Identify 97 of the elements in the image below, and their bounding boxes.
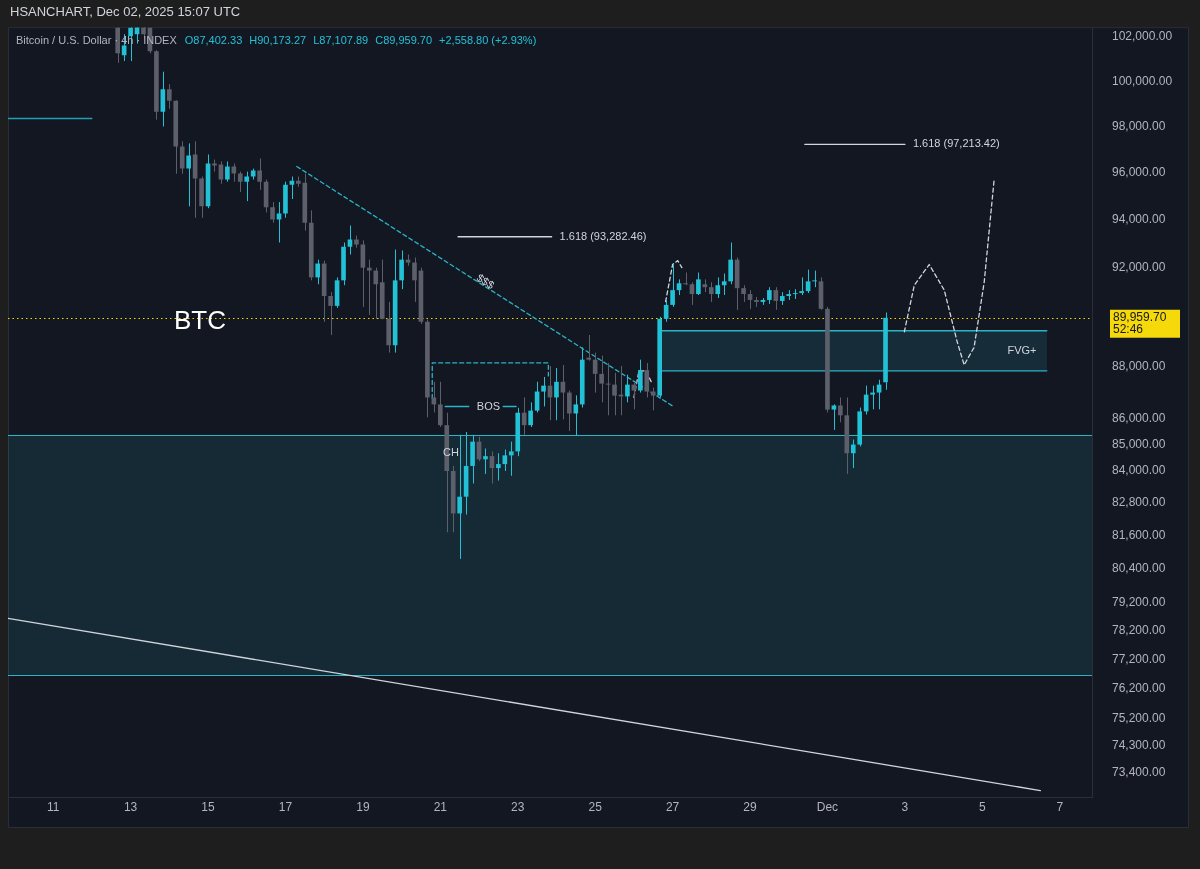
x-tick-label: 13 bbox=[123, 799, 138, 814]
annotation: +2,558.80 (+2.93%) bbox=[439, 34, 537, 47]
candlestick bbox=[838, 396, 843, 423]
candlestick bbox=[218, 160, 224, 185]
y-tick-label: 86,000.00 bbox=[1112, 410, 1166, 425]
x-tick-label: 17 bbox=[278, 799, 293, 814]
y-tick-label: 100,000.00 bbox=[1112, 73, 1173, 88]
annotation: H90,173.27 bbox=[249, 34, 307, 47]
candlestick bbox=[521, 396, 527, 436]
candlestick bbox=[554, 367, 559, 421]
annotation: 1.618 (97,213.42) bbox=[912, 137, 1000, 150]
y-tick-label: 96,000.00 bbox=[1112, 164, 1166, 179]
candlestick bbox=[257, 157, 262, 191]
candlestick bbox=[715, 276, 721, 299]
candlestick bbox=[638, 359, 643, 394]
x-tick-label: 15 bbox=[201, 799, 216, 814]
candlestick bbox=[708, 281, 714, 303]
y-tick-label: 84,000.00 bbox=[1112, 463, 1166, 478]
y-tick-label: 98,000.00 bbox=[1112, 118, 1166, 133]
candlestick bbox=[508, 441, 514, 477]
candlestick bbox=[179, 140, 185, 175]
candlestick bbox=[367, 259, 372, 316]
candlestick bbox=[166, 83, 172, 110]
x-tick-label: 11 bbox=[46, 799, 60, 814]
candlestick bbox=[244, 171, 250, 202]
candlestick bbox=[728, 242, 733, 285]
annotation: BTC bbox=[174, 305, 226, 336]
y-tick-label: 77,200.00 bbox=[1112, 652, 1166, 666]
candlestick bbox=[315, 259, 321, 285]
y-tick-label: 80,400.00 bbox=[1112, 561, 1166, 576]
candlestick bbox=[483, 448, 488, 475]
annotation: BOS bbox=[476, 399, 501, 412]
y-tick-label: 78,200.00 bbox=[1112, 623, 1166, 638]
candlestick bbox=[599, 355, 604, 403]
candlestick bbox=[670, 263, 675, 308]
y-tick-label: 92,000.00 bbox=[1112, 259, 1166, 274]
candlestick bbox=[567, 390, 572, 432]
candlestick bbox=[412, 256, 417, 303]
y-tick-label: 74,300.00 bbox=[1112, 737, 1166, 752]
candlestick bbox=[870, 385, 875, 410]
annotation: $$$ bbox=[474, 271, 497, 292]
y-tick-label: 76,200.00 bbox=[1112, 681, 1166, 696]
candlestick bbox=[650, 387, 656, 411]
candlestick bbox=[721, 273, 727, 296]
annotation: C89,959.70 bbox=[375, 34, 433, 47]
candlestick bbox=[186, 142, 191, 207]
candlestick bbox=[399, 249, 404, 290]
annotation: O87,402.33 bbox=[184, 34, 243, 47]
x-tick-label: 23 bbox=[511, 799, 525, 814]
y-tick-label: 79,200.00 bbox=[1112, 594, 1166, 609]
candlestick bbox=[496, 452, 501, 482]
candlestick bbox=[237, 171, 243, 193]
candlestick bbox=[612, 372, 617, 416]
y-tick-label: 73,400.00 bbox=[1112, 764, 1166, 779]
x-tick-label: Dec bbox=[816, 799, 839, 814]
line-series bbox=[664, 259, 683, 303]
candlestick bbox=[276, 201, 282, 244]
candlestick bbox=[625, 374, 630, 403]
candlestick bbox=[573, 394, 579, 437]
candlestick bbox=[270, 201, 275, 224]
y-tick-label: 81,600.00 bbox=[1112, 528, 1166, 543]
x-tick-label: 29 bbox=[743, 799, 758, 814]
chart-subtitle: HSANCHART, Dec 02, 2025 15:07 UTC bbox=[10, 3, 241, 19]
y-tick-label: 88,000.00 bbox=[1112, 359, 1166, 374]
candlestick bbox=[792, 288, 798, 300]
candlestick bbox=[457, 434, 462, 560]
y-tick-label: 75,200.00 bbox=[1112, 710, 1166, 725]
x-tick-label: 7 bbox=[1056, 799, 1064, 814]
x-tick-label: 25 bbox=[588, 799, 603, 814]
x-tick-label: 19 bbox=[356, 799, 370, 814]
candlestick bbox=[328, 291, 333, 336]
text: 52:46 bbox=[1113, 322, 1144, 337]
x-tick-label: 21 bbox=[433, 799, 448, 814]
candlestick bbox=[541, 376, 546, 407]
candlestick bbox=[437, 381, 443, 428]
annotation: FVG+ bbox=[1007, 344, 1037, 357]
line-series bbox=[903, 178, 995, 366]
candlestick bbox=[586, 334, 592, 362]
x-tick-label: 27 bbox=[665, 799, 680, 814]
candlestick bbox=[644, 362, 650, 398]
candlestick bbox=[347, 225, 353, 256]
x-tick-label: 3 bbox=[901, 799, 909, 814]
candlestick bbox=[225, 160, 230, 183]
candlestick bbox=[528, 401, 533, 428]
candlestick bbox=[850, 439, 856, 469]
y-tick-label: 82,800.00 bbox=[1112, 495, 1166, 510]
y-tick-label: 94,000.00 bbox=[1112, 211, 1166, 226]
candlestick bbox=[373, 267, 379, 320]
candlestick bbox=[831, 403, 837, 431]
annotation: CH bbox=[443, 446, 459, 459]
y-tick-label: 102,000.00 bbox=[1112, 29, 1173, 44]
annotation: 1.618 (93,282.46) bbox=[559, 229, 647, 242]
x-tick-label: 5 bbox=[978, 799, 986, 814]
annotation: L87,107.89 bbox=[313, 34, 369, 47]
ref-line-label: 89,959.70 bbox=[1113, 310, 1167, 325]
y-tick-label: 85,000.00 bbox=[1112, 436, 1166, 451]
candlestick bbox=[696, 272, 701, 296]
